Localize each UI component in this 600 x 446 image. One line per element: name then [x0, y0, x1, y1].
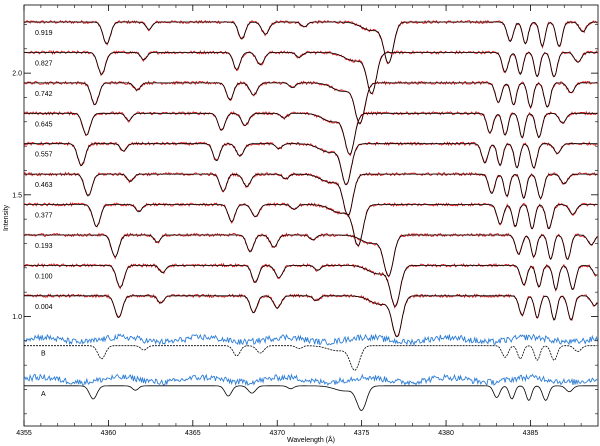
- observed-spectrum-1: [23, 49, 598, 95]
- model-spectrum-9: [24, 295, 598, 338]
- x-tick-label: 4375: [354, 430, 370, 437]
- model-spectrum-7: [24, 234, 598, 277]
- observed-spectrum-0: [23, 19, 598, 65]
- component-spectrum-B: [24, 345, 598, 371]
- phase-label-7: 0.193: [35, 243, 53, 250]
- x-tick-label: 4365: [185, 430, 201, 437]
- phase-label-8: 0.100: [35, 273, 53, 280]
- phase-label-5: 0.463: [35, 182, 53, 189]
- phase-label-4: 0.557: [35, 152, 53, 159]
- phase-labels: 0.919 0.827 0.742 0.645 0.557 0.463 0.377 0.193…: [35, 30, 53, 398]
- component-label-A: A: [41, 391, 46, 398]
- x-tick-label: 4380: [438, 430, 454, 437]
- observed-spectrum-7: [23, 232, 598, 278]
- phase-label-0: 0.919: [35, 30, 53, 37]
- phase-label-3: 0.645: [35, 121, 53, 128]
- observed-spectrum-3: [23, 110, 598, 157]
- axis-ticks: 4355 4360 4365 4370 4375 4380 4385 1.0 1.5 2.0: [12, 5, 598, 437]
- model-spectrum-4: [24, 143, 598, 186]
- phase-label-9: 0.004: [35, 304, 53, 311]
- y-tick-label: 1.5: [12, 192, 22, 199]
- model-spectrum-2: [24, 82, 598, 125]
- model-spectrum-6: [24, 204, 598, 247]
- y-tick-label: 2.0: [12, 71, 22, 78]
- x-tick-label: 4370: [269, 430, 285, 437]
- x-tick-label: 4355: [16, 430, 32, 437]
- phase-label-6: 0.377: [35, 213, 53, 220]
- phase-label-1: 0.827: [35, 60, 53, 67]
- model-spectrum-3: [24, 112, 598, 155]
- model-spectrum-0: [24, 21, 598, 64]
- model-spectrum-5: [24, 173, 598, 216]
- x-axis-title: Wavelength (Å): [287, 435, 335, 444]
- plot-area: [23, 19, 598, 411]
- component-label-B: B: [41, 351, 46, 358]
- residual-spectrum-A: [23, 373, 598, 387]
- observed-spectrum-2: [23, 80, 598, 124]
- phase-label-2: 0.742: [35, 91, 53, 98]
- observed-spectrum-6: [24, 202, 598, 248]
- model-spectrum-8: [24, 265, 598, 307]
- y-tick-label: 1.0: [12, 314, 22, 321]
- model-spectrum-1: [24, 52, 598, 94]
- x-tick-label: 4360: [101, 430, 117, 437]
- observed-spectrum-8: [23, 262, 598, 309]
- residual-spectrum-B: [23, 333, 598, 347]
- y-axis-title: Intensity: [3, 204, 10, 231]
- observed-spectrum-9: [23, 293, 598, 337]
- x-tick-label: 4385: [523, 430, 539, 437]
- component-spectrum-A: [24, 385, 598, 411]
